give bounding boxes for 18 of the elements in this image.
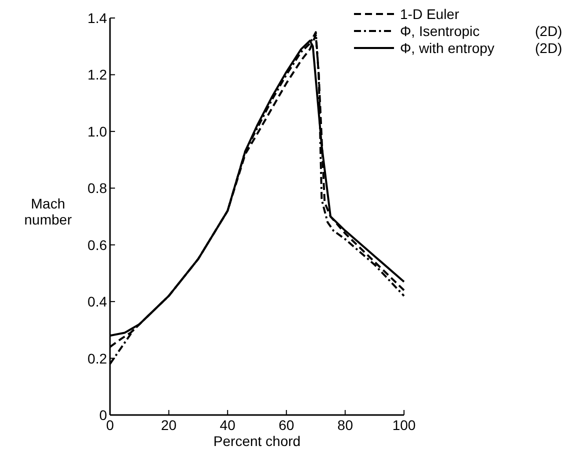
y-tick-label: 0.8: [88, 180, 108, 196]
x-tick-label: 80: [337, 417, 354, 433]
text: Φ, Isentropic (2D): [400, 23, 562, 39]
y-axis-title: Mach number: [24, 196, 72, 228]
x-tick-label: 60: [278, 417, 294, 433]
y-tick-label: 1.4: [88, 10, 108, 26]
legend-label: 1-D Euler: [400, 6, 460, 22]
y-tick-label: 0.4: [88, 294, 108, 310]
x-tick-label: 100: [392, 417, 416, 433]
y-tick-label: 0.6: [88, 236, 108, 253]
y-tick-label: 1.0: [88, 123, 108, 140]
y-tick-label: 1.2: [88, 66, 108, 83]
x-tick-label: 20: [161, 417, 177, 433]
x-axis-title: Percent chord: [213, 433, 301, 449]
y-tick-label: 0: [99, 407, 108, 423]
x-tick-label: 40: [220, 417, 236, 433]
y-tick-label: 0.2: [88, 350, 108, 366]
text: Φ, with entropy (2D): [400, 40, 562, 56]
